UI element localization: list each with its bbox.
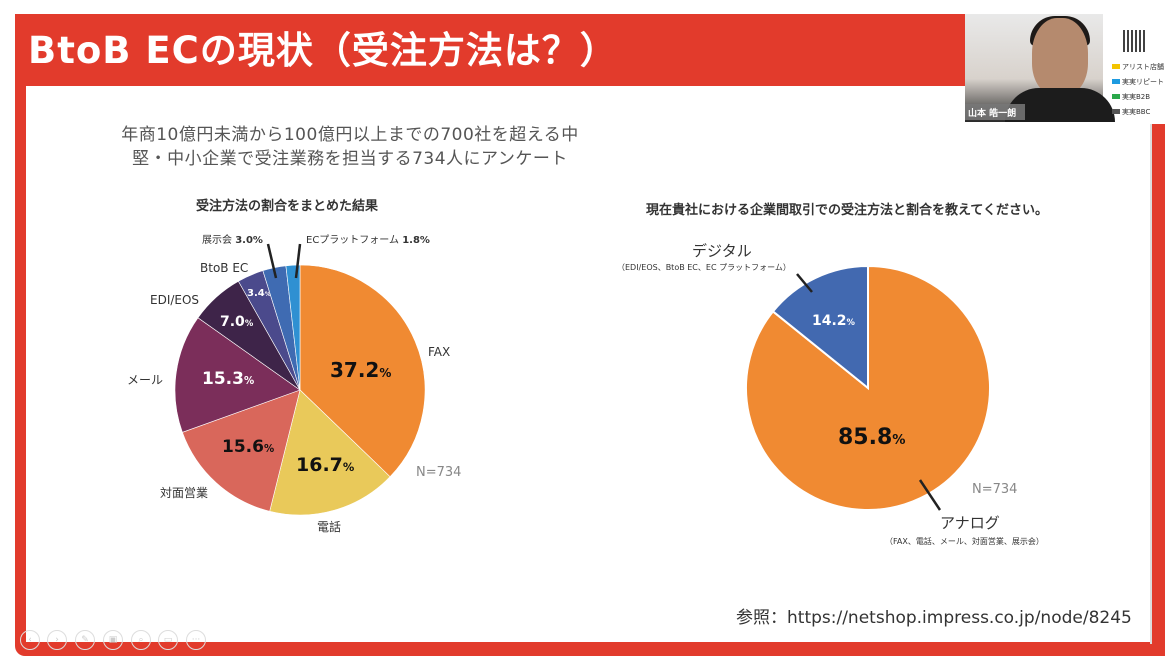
- value: 85.8: [838, 425, 893, 450]
- brand-label: 実実BBC: [1122, 108, 1151, 116]
- unit: %: [379, 366, 392, 380]
- qr-code-icon: [1123, 30, 1145, 52]
- value: 3.4: [247, 288, 265, 299]
- value-fax: 37.2%: [330, 358, 391, 382]
- value-digital: 14.2%: [812, 313, 855, 329]
- brand-4: 実実BBC: [1112, 107, 1150, 117]
- subtitle-icon[interactable]: ▭: [158, 630, 178, 650]
- speaker-name: 山本 皓一朗: [965, 104, 1025, 120]
- label-mail: メール: [127, 373, 164, 387]
- prev-slide-icon[interactable]: ‹: [20, 630, 40, 650]
- label-digital-detail: （EDI/EOS、BtoB EC、EC プラットフォーム）: [617, 263, 791, 272]
- intro-line: 年商10億円未満から100億円以上までの700社を超える中: [121, 125, 579, 145]
- speaker-face: [1032, 18, 1088, 96]
- right-slice-1: [771, 264, 869, 391]
- brand-label: 実実リピート: [1122, 78, 1164, 86]
- slide-title: BtoB ECの現状（受注方法は？）: [28, 29, 618, 72]
- more-icon[interactable]: ···: [186, 630, 206, 650]
- value: 14.2: [812, 313, 847, 329]
- unit: %: [892, 433, 906, 448]
- unit: %: [846, 317, 855, 327]
- unit: %: [244, 318, 254, 328]
- value: 37.2: [330, 358, 380, 382]
- next-slide-icon[interactable]: ›: [47, 630, 67, 650]
- intro-line: 堅・中小企業で受注業務を担当する734人にアンケート: [132, 149, 568, 169]
- value-analog: 85.8%: [838, 425, 906, 450]
- divider: [1150, 124, 1152, 644]
- left-sample-size: N=734: [416, 465, 462, 480]
- brand-1: アリスト店舗: [1112, 62, 1164, 72]
- label-text: 展示会: [202, 235, 232, 246]
- left-slice-2: [182, 389, 301, 512]
- leader-line-digital: [796, 273, 813, 293]
- label-face-to-face: 対面営業: [160, 486, 209, 500]
- value: 15.3: [202, 369, 244, 389]
- label-btob-ec: BtoB EC: [200, 261, 249, 275]
- leader-line-analog: [918, 479, 942, 511]
- pen-icon[interactable]: ✎: [75, 630, 95, 650]
- left-chart-title: 受注方法の割合をまとめた結果: [196, 199, 379, 214]
- survey-description: 年商10億円未満から100億円以上までの700社を超える中 堅・中小企業で受注業…: [100, 123, 600, 171]
- unit: %: [263, 444, 275, 455]
- unit: %: [342, 460, 355, 474]
- value: 7.0: [220, 314, 245, 330]
- right-sample-size: N=734: [972, 482, 1018, 497]
- value-phone: 16.7%: [296, 454, 354, 476]
- label-digital: デジタル: [692, 242, 752, 260]
- value-edi: 7.0%: [220, 314, 253, 330]
- brand-3: 実実B2B: [1112, 92, 1150, 102]
- left-slice-1: [269, 389, 391, 516]
- label-exhibition: 展示会 3.0%: [202, 235, 263, 246]
- value: 3.0: [235, 235, 253, 246]
- label-analog-detail: （FAX、電話、メール、対面営業、展示会）: [885, 537, 1044, 546]
- value: 1.8: [402, 235, 420, 246]
- unit: %: [264, 291, 271, 298]
- value-btob-ec: 3.4%: [247, 288, 271, 299]
- value: 16.7: [296, 454, 343, 476]
- label-analog: アナログ: [940, 514, 1000, 532]
- zoom-icon[interactable]: ⌕: [131, 630, 151, 650]
- left-slice-7: [285, 264, 301, 391]
- slides-icon[interactable]: ▣: [103, 630, 123, 650]
- label-ec-platform: ECプラットフォーム 1.8%: [306, 235, 430, 246]
- leader-line-ec-platform: [294, 243, 302, 279]
- label-text: ECプラットフォーム: [306, 235, 400, 246]
- brand-label: 実実B2B: [1122, 93, 1151, 101]
- unit: %: [243, 376, 255, 387]
- value-face-to-face: 15.6%: [222, 437, 274, 457]
- brand-2: 実実リピート: [1112, 77, 1164, 87]
- left-slice-3: [174, 317, 301, 433]
- leader-line-exhibition: [266, 243, 278, 279]
- left-slice-0: [299, 264, 426, 478]
- label-phone: 電話: [317, 520, 342, 534]
- label-fax: FAX: [428, 345, 451, 359]
- label-edi: EDI/EOS: [150, 293, 200, 307]
- value: 15.6: [222, 437, 264, 457]
- title-bar: [15, 14, 965, 86]
- reference-link[interactable]: 参照：https://netshop.impress.co.jp/node/82…: [736, 608, 1132, 628]
- right-chart-title: 現在貴社における企業間取引での受注方法と割合を教えてください。: [646, 203, 1048, 218]
- value-mail: 15.3%: [202, 369, 254, 389]
- brand-label: アリスト店舗: [1122, 63, 1164, 71]
